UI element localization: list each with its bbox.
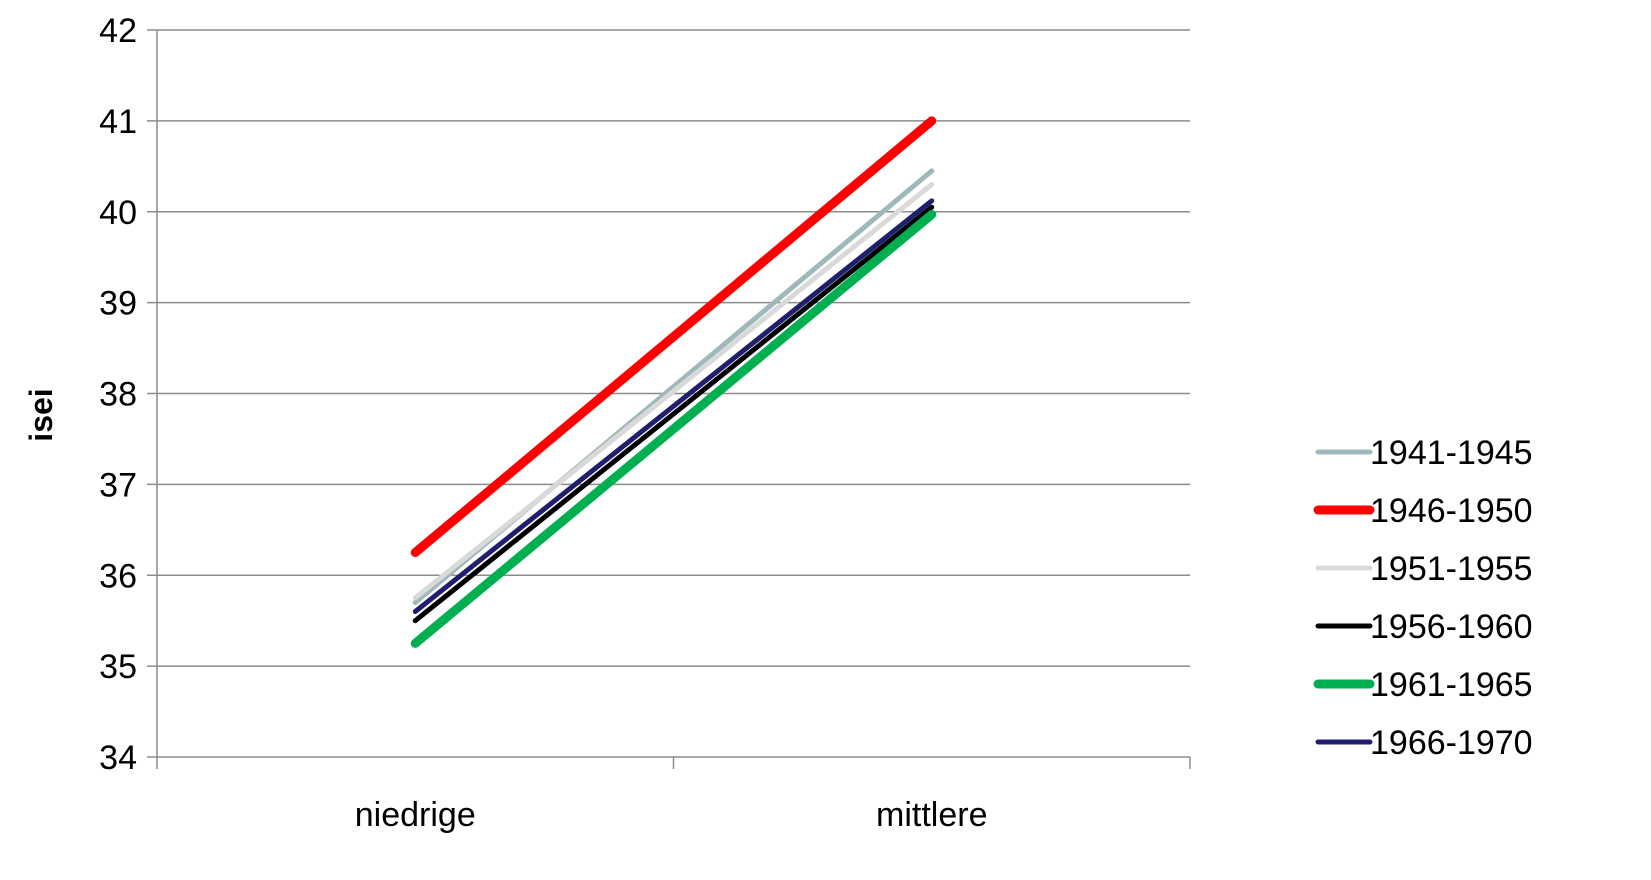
series-line — [412, 198, 935, 615]
y-axis-label: isei — [23, 388, 59, 441]
gridlines — [157, 29, 1190, 667]
axes — [147, 29, 1191, 769]
legend-label: 1961-1965 — [1370, 666, 1533, 704]
y-tick-label: 34 — [99, 739, 137, 777]
series-line — [410, 116, 937, 558]
y-tick-label: 37 — [99, 466, 137, 504]
y-tick-label: 42 — [99, 12, 137, 50]
tick-labels: 34 35 36 37 38 39 40 41 42 niedrige mittlere — [99, 12, 987, 834]
legend: 1941-1945 1946-1950 1951-1955 1956-1960 1961… — [1313, 434, 1533, 762]
y-tick-label: 36 — [99, 557, 137, 595]
legend-label: 1951-1955 — [1370, 550, 1533, 588]
y-tick-label: 41 — [99, 103, 137, 141]
legend-label: 1956-1960 — [1370, 608, 1533, 646]
x-tick-label: mittlere — [876, 796, 987, 834]
y-tick-label: 35 — [99, 648, 137, 686]
series-line — [412, 181, 935, 601]
legend-label: 1941-1945 — [1370, 434, 1533, 472]
x-tick-label: niedrige — [355, 796, 476, 834]
y-tick-label: 39 — [99, 285, 137, 323]
y-tick-label: 40 — [99, 194, 137, 232]
legend-label: 1946-1950 — [1370, 492, 1533, 530]
series-line — [410, 209, 937, 648]
series-lines — [410, 116, 937, 648]
y-tick-label: 38 — [99, 376, 137, 414]
series-line — [412, 204, 935, 624]
legend-label: 1966-1970 — [1370, 724, 1533, 762]
